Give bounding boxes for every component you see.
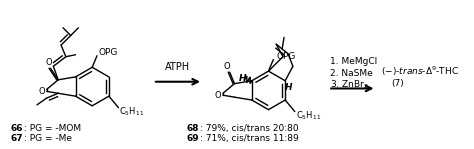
Text: O: O [223, 62, 230, 71]
Text: O: O [215, 91, 221, 100]
Text: C$_5$H$_{11}$: C$_5$H$_{11}$ [119, 105, 145, 118]
Text: : 79%, cis/trans 20:80: : 79%, cis/trans 20:80 [200, 124, 299, 133]
Text: 3. ZnBr$_2$: 3. ZnBr$_2$ [330, 78, 369, 91]
Text: H: H [284, 83, 292, 92]
Text: OPG: OPG [276, 52, 295, 61]
Text: C$_5$H$_{11}$: C$_5$H$_{11}$ [296, 109, 321, 122]
Text: (7): (7) [391, 79, 404, 88]
Text: 69: 69 [187, 134, 199, 143]
Text: O: O [45, 58, 52, 67]
Text: ATPH: ATPH [165, 62, 191, 72]
Text: 2. NaSMe: 2. NaSMe [330, 69, 373, 78]
Text: 66: 66 [10, 124, 23, 133]
Text: 67: 67 [10, 134, 23, 143]
Text: 68: 68 [187, 124, 199, 133]
Text: H: H [238, 74, 246, 83]
Text: O: O [38, 87, 45, 96]
Text: 1. MeMgCl: 1. MeMgCl [330, 57, 377, 66]
Text: : 71%, cis/trans 11:89: : 71%, cis/trans 11:89 [200, 134, 299, 143]
Text: : PG = -Me: : PG = -Me [24, 134, 72, 143]
Text: OPG: OPG [99, 48, 118, 57]
Text: (−)-$\mathit{trans}$-$\Delta^9$-THC: (−)-$\mathit{trans}$-$\Delta^9$-THC [381, 64, 459, 78]
Text: : PG = -MOM: : PG = -MOM [24, 124, 81, 133]
